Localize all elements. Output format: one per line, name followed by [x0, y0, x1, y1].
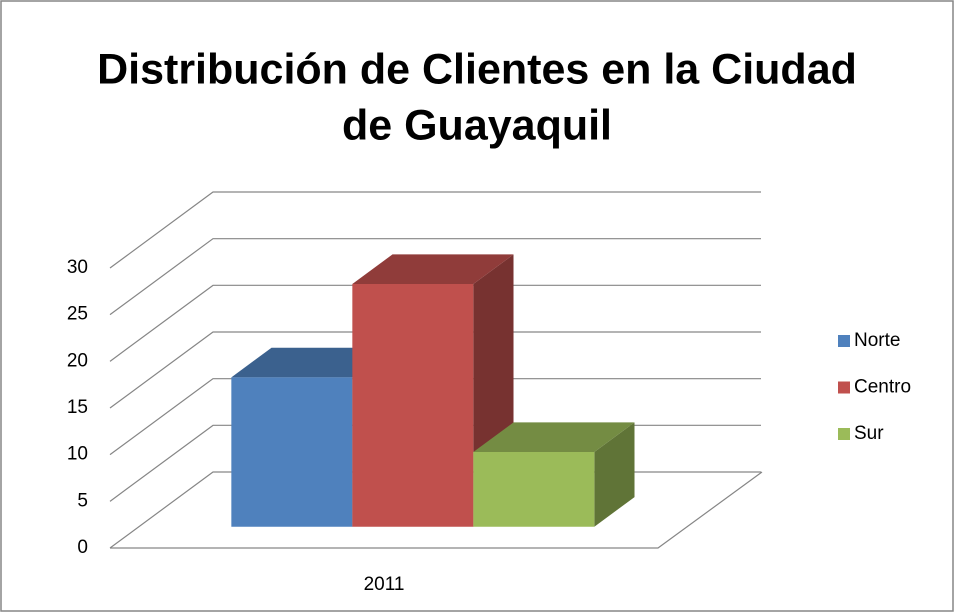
grid-line: [109, 378, 761, 456]
y-tick-label: 15: [67, 397, 88, 418]
grid-line: [109, 191, 761, 269]
legend-label: Norte: [854, 330, 900, 351]
x-tick-label: 2011: [364, 574, 405, 595]
legend-label: Centro: [854, 377, 911, 398]
grid-line: [109, 238, 761, 316]
bar-top: [231, 347, 393, 378]
y-tick-label: 20: [67, 350, 88, 371]
legend-swatch: [838, 428, 850, 440]
bar: [352, 284, 474, 527]
legend-swatch: [838, 381, 850, 394]
bar: [231, 377, 353, 527]
legend-label: Sur: [854, 423, 884, 444]
y-tick-label: 5: [77, 490, 88, 511]
y-tick-label: 30: [67, 257, 88, 278]
y-tick-label: 25: [67, 304, 88, 325]
floor-edge: [110, 471, 763, 549]
chart-title: de Guayaquil: [342, 101, 612, 149]
legend-swatch: [838, 335, 850, 347]
bar-side: [594, 422, 635, 527]
chart-title: Distribución de Clientes en la Ciudad: [97, 45, 857, 93]
y-tick-label: 10: [67, 444, 88, 465]
y-tick-label: 0: [77, 537, 88, 558]
bar-top: [352, 254, 514, 285]
bar-top: [473, 422, 635, 453]
grid-line: [109, 331, 761, 409]
grid-line: [109, 284, 761, 362]
bar: [473, 452, 595, 527]
